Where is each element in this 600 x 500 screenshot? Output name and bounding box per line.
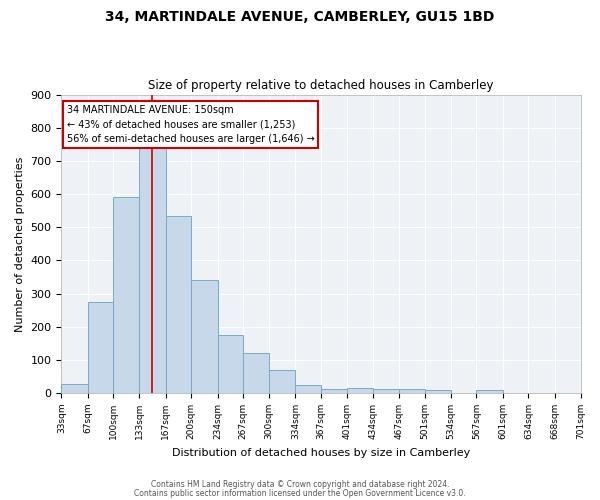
Bar [139, 146, 166, 393]
Bar [191, 280, 218, 393]
Bar [61, 384, 88, 393]
Title: Size of property relative to detached houses in Camberley: Size of property relative to detached ho… [148, 79, 494, 92]
Text: 34 MARTINDALE AVENUE: 150sqm
← 43% of detached houses are smaller (1,253)
56% of: 34 MARTINDALE AVENUE: 150sqm ← 43% of de… [67, 104, 314, 144]
Bar [373, 390, 398, 393]
Bar [88, 302, 113, 393]
Bar [218, 335, 243, 393]
Bar [269, 370, 295, 393]
Text: 34, MARTINDALE AVENUE, CAMBERLEY, GU15 1BD: 34, MARTINDALE AVENUE, CAMBERLEY, GU15 1… [106, 10, 494, 24]
Text: Contains public sector information licensed under the Open Government Licence v3: Contains public sector information licen… [134, 488, 466, 498]
Bar [398, 390, 425, 393]
Bar [476, 390, 503, 393]
Bar [347, 388, 373, 393]
Bar [113, 198, 139, 393]
Bar [243, 354, 269, 393]
Bar [295, 385, 321, 393]
Text: Contains HM Land Registry data © Crown copyright and database right 2024.: Contains HM Land Registry data © Crown c… [151, 480, 449, 489]
Bar [166, 216, 191, 393]
Bar [425, 390, 451, 393]
Bar [321, 389, 347, 393]
X-axis label: Distribution of detached houses by size in Camberley: Distribution of detached houses by size … [172, 448, 470, 458]
Y-axis label: Number of detached properties: Number of detached properties [15, 156, 25, 332]
